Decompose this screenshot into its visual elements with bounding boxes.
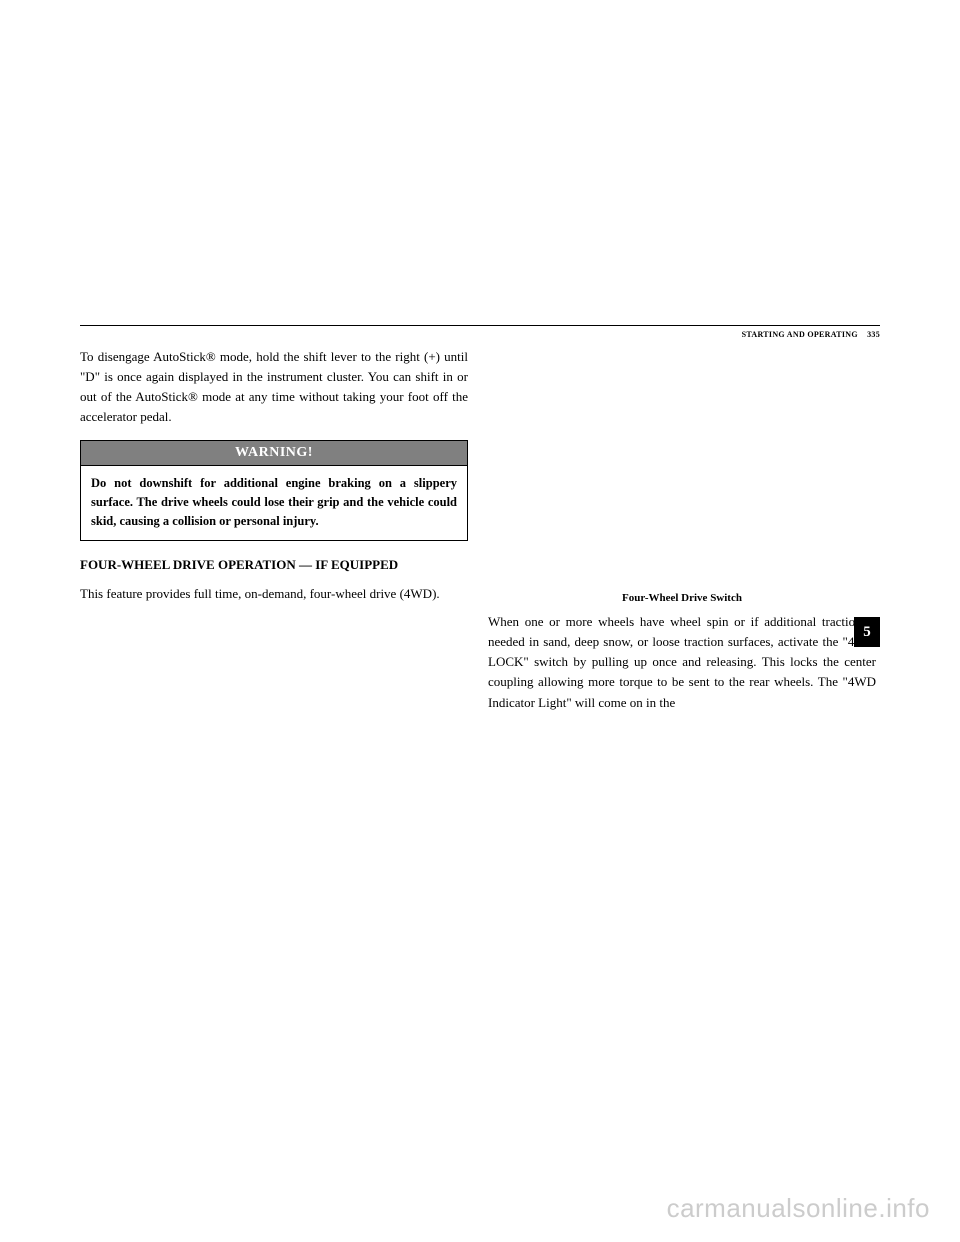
header-page-number: 335 xyxy=(867,330,880,339)
header-divider xyxy=(80,325,880,326)
section-tab-number: 5 xyxy=(863,624,871,641)
watermark: carmanualsonline.info xyxy=(667,1193,930,1224)
figure-caption: Four-Wheel Drive Switch xyxy=(488,592,876,604)
section-tab: 5 xyxy=(854,617,880,647)
warning-title: WARNING! xyxy=(81,441,467,466)
warning-box: WARNING! Do not downshift for additional… xyxy=(80,440,468,541)
page-container: STARTING AND OPERATING 335 To disengage … xyxy=(80,325,880,825)
paragraph-4wd-lock: When one or more wheels have wheel spin … xyxy=(488,612,876,713)
content-columns: To disengage AutoStick® mode, hold the s… xyxy=(80,347,880,725)
paragraph-4wd-intro: This feature provides full time, on-dema… xyxy=(80,584,468,604)
section-heading-4wd: FOUR-WHEEL DRIVE OPERATION — IF EQUIPPED xyxy=(80,555,468,575)
paragraph-autostick: To disengage AutoStick® mode, hold the s… xyxy=(80,347,468,428)
figure-4wd-switch xyxy=(488,347,876,592)
left-column: To disengage AutoStick® mode, hold the s… xyxy=(80,347,468,725)
header-section-label: STARTING AND OPERATING xyxy=(742,330,858,339)
warning-body: Do not downshift for additional engine b… xyxy=(81,466,467,540)
right-column: Four-Wheel Drive Switch When one or more… xyxy=(488,347,876,725)
page-header: STARTING AND OPERATING 335 xyxy=(80,330,880,339)
